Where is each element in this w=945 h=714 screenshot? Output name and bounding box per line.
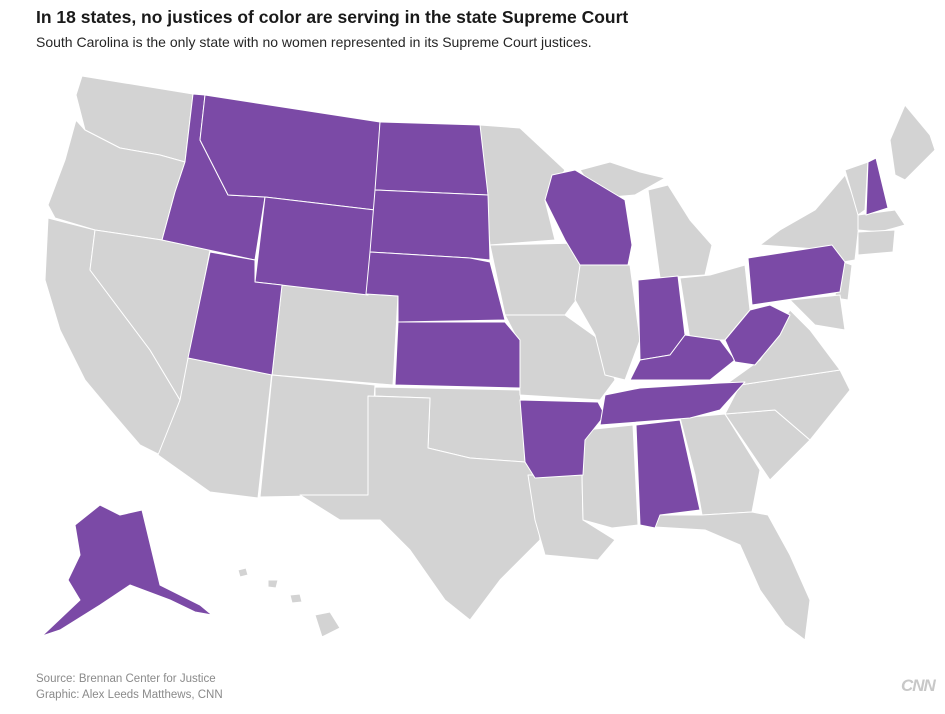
cnn-logo: CNN — [901, 676, 936, 695]
state-tennessee — [599, 381, 746, 426]
state-alaska — [41, 504, 213, 637]
state-colorado — [271, 284, 399, 386]
state-maryland-delaware — [789, 294, 846, 331]
state-nebraska — [365, 251, 506, 323]
state-massachusetts — [857, 209, 906, 233]
state-west-virginia — [724, 304, 791, 366]
state-hawaii-islands — [237, 567, 303, 604]
state-vermont — [844, 161, 869, 216]
state-north-dakota — [374, 121, 489, 196]
state-hawaii — [314, 611, 341, 638]
chart-subtitle: South Carolina is the only state with no… — [36, 34, 592, 50]
state-michigan — [647, 184, 713, 279]
state-connecticut-ri — [857, 229, 896, 256]
state-florida — [654, 511, 811, 641]
state-pennsylvania — [747, 244, 846, 306]
state-montana — [199, 94, 381, 211]
state-kentucky — [629, 334, 736, 381]
state-arkansas — [519, 399, 606, 479]
state-south-dakota — [369, 189, 491, 261]
state-wyoming — [254, 196, 376, 296]
state-new-hampshire — [865, 157, 889, 216]
state-mississippi — [581, 424, 639, 529]
state-utah — [187, 251, 283, 376]
other-states-group — [44, 75, 936, 641]
credits: Source: Brennan Center for Justice Graph… — [36, 671, 223, 703]
state-maine — [889, 104, 936, 181]
state-kansas — [394, 321, 521, 389]
source-text: Source: Brennan Center for Justice — [36, 673, 216, 685]
state-alabama — [635, 419, 701, 529]
graphic-credit-text: Graphic: Alex Leeds Matthews, CNN — [36, 689, 223, 701]
state-illinois — [574, 264, 641, 381]
state-texas — [299, 395, 541, 621]
chart-title: In 18 states, no justices of color are s… — [36, 7, 629, 27]
highlighted-states-group — [41, 93, 889, 637]
state-wisconsin — [544, 169, 633, 266]
state-new-mexico — [259, 374, 376, 498]
